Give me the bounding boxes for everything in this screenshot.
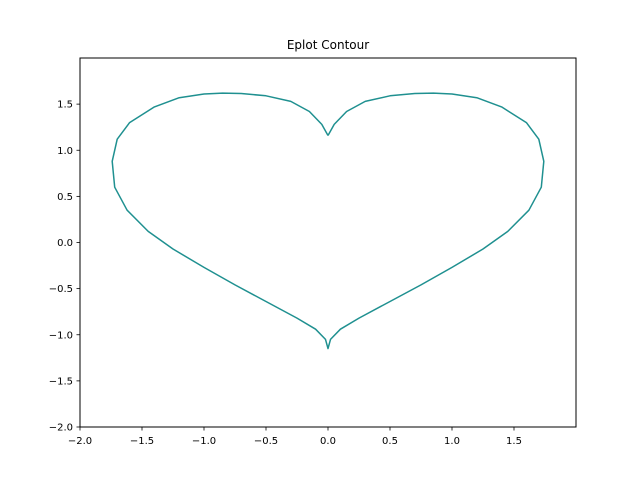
plot-frame xyxy=(79,57,577,428)
y-tick-label: 0.5 xyxy=(57,192,73,203)
y-tick-label: 1.0 xyxy=(57,146,73,157)
y-tick-label: −0.5 xyxy=(49,284,73,295)
x-tick-label: 1.0 xyxy=(444,436,460,447)
x-tick-label: −0.5 xyxy=(254,436,278,447)
x-tick-label: −1.5 xyxy=(130,436,154,447)
y-tick-label: 0.0 xyxy=(57,238,73,249)
y-tick-label: 1.5 xyxy=(57,100,73,111)
x-tick-label: −2.0 xyxy=(68,436,92,447)
x-tick-label: 0.5 xyxy=(382,436,398,447)
y-tick-label: −2.0 xyxy=(49,423,73,434)
y-tick-label: −1.0 xyxy=(49,330,73,341)
x-tick-label: −1.0 xyxy=(192,436,216,447)
y-tick-label: −1.5 xyxy=(49,376,73,387)
series-layer xyxy=(111,92,545,350)
chart-title: Eplot Contour xyxy=(287,38,369,52)
x-tick-label: 1.5 xyxy=(506,436,522,447)
contour-line-0 xyxy=(111,92,545,350)
y-axis-ticks: −2.0 −1.5 −1.0 −0.5 0.0 0.5 1.0 1.5 xyxy=(49,100,80,434)
x-axis-ticks: −2.0 −1.5 −1.0 −0.5 0.0 0.5 1.0 1.5 xyxy=(68,427,522,447)
x-tick-label: 0.0 xyxy=(320,436,336,447)
